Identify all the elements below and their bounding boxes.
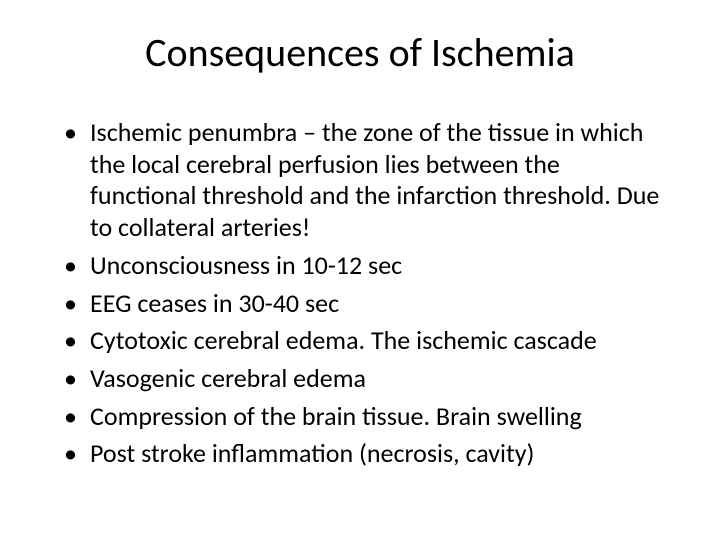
bullet-list: Ischemic penumbra – the zone of the tiss… xyxy=(50,117,670,470)
list-item: Cytotoxic cerebral edema. The ischemic c… xyxy=(90,325,660,357)
list-item: Compression of the brain tissue. Brain s… xyxy=(90,401,660,433)
slide: Consequences of Ischemia Ischemic penumb… xyxy=(0,0,720,540)
list-item: EEG ceases in 30-40 sec xyxy=(90,288,660,320)
slide-title: Consequences of Ischemia xyxy=(50,28,670,77)
list-item: Post stroke inflammation (necrosis, cavi… xyxy=(90,438,660,470)
list-item: Vasogenic cerebral edema xyxy=(90,363,660,395)
list-item: Ischemic penumbra – the zone of the tiss… xyxy=(90,117,660,244)
list-item: Unconsciousness in 10-12 sec xyxy=(90,250,660,282)
